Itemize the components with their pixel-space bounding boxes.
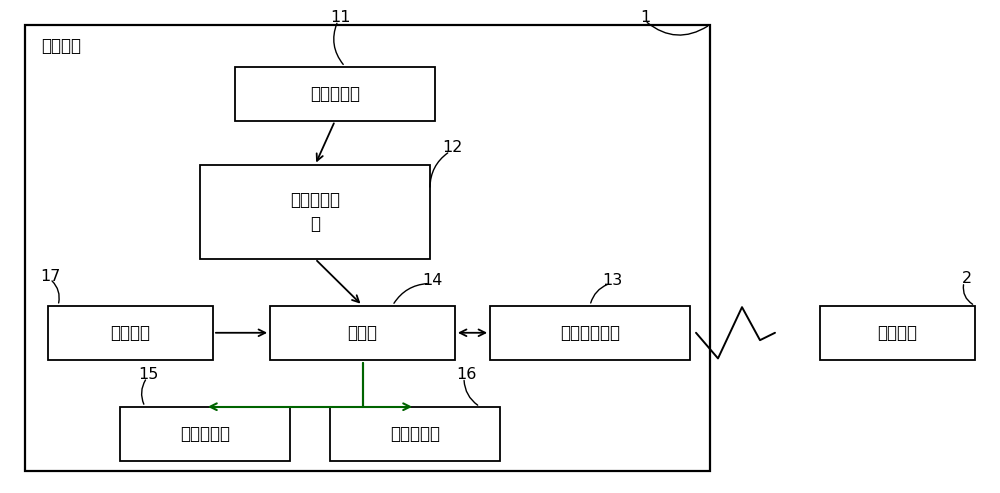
- FancyBboxPatch shape: [200, 165, 430, 259]
- Text: 12: 12: [442, 141, 462, 155]
- Text: 无线通信设备: 无线通信设备: [560, 324, 620, 342]
- FancyBboxPatch shape: [48, 306, 213, 360]
- FancyBboxPatch shape: [25, 25, 710, 471]
- Text: 11: 11: [330, 10, 350, 25]
- Text: 自动栏杆机: 自动栏杆机: [180, 425, 230, 443]
- Text: 16: 16: [456, 367, 476, 382]
- FancyBboxPatch shape: [330, 407, 500, 461]
- Text: 收费装置: 收费装置: [41, 37, 81, 55]
- Text: 车牌照识别
器: 车牌照识别 器: [290, 191, 340, 233]
- FancyBboxPatch shape: [270, 306, 455, 360]
- Text: 通行信号灯: 通行信号灯: [390, 425, 440, 443]
- Text: 17: 17: [40, 269, 60, 283]
- Text: 1: 1: [640, 10, 650, 25]
- Text: 车辆检测器: 车辆检测器: [310, 85, 360, 103]
- Text: 2: 2: [962, 271, 972, 286]
- Text: 13: 13: [602, 273, 622, 287]
- Text: 称重装置: 称重装置: [110, 324, 150, 342]
- FancyBboxPatch shape: [235, 67, 435, 121]
- Text: 15: 15: [138, 367, 158, 382]
- FancyBboxPatch shape: [820, 306, 975, 360]
- FancyBboxPatch shape: [490, 306, 690, 360]
- Text: 控制机: 控制机: [348, 324, 378, 342]
- Text: 14: 14: [422, 273, 442, 287]
- FancyBboxPatch shape: [120, 407, 290, 461]
- Text: 移动终端: 移动终端: [878, 324, 918, 342]
